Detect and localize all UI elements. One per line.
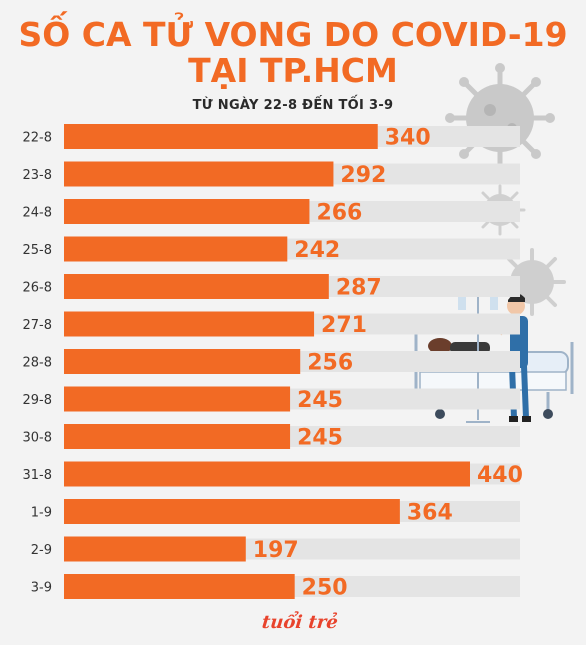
category-tick-label: 24-8 [22, 206, 52, 221]
data-label: 287 [336, 276, 382, 301]
data-label: 340 [385, 126, 431, 151]
data-label: 245 [297, 388, 343, 413]
category-tick-label: 22-8 [22, 131, 52, 146]
virus-medium-icon [498, 248, 566, 316]
bar [64, 161, 334, 187]
data-label: 440 [477, 463, 523, 488]
bar [64, 124, 378, 149]
bar [64, 386, 291, 412]
bar [64, 424, 291, 449]
category-tick-label: 2-9 [31, 543, 52, 558]
data-label: 250 [302, 576, 348, 601]
category-tick-label: 31-8 [22, 468, 52, 483]
chart-subtitle: TỪ NGÀY 22-8 ĐẾN TỐI 3-9 [192, 98, 394, 113]
data-label: 292 [340, 163, 386, 188]
logo-text: tuổi trẻ [260, 612, 339, 633]
category-tick-label: 28-8 [22, 356, 52, 371]
bar [64, 199, 310, 224]
tuoi-tre-logo: tuổi trẻ [261, 612, 339, 633]
category-tick-label: 25-8 [22, 243, 52, 258]
category-tick-label: 27-8 [22, 318, 52, 333]
category-tick-label: 30-8 [22, 431, 52, 446]
category-tick-label: 23-8 [22, 168, 52, 183]
category-tick-label: 29-8 [22, 393, 52, 408]
category-tick-label: 3-9 [31, 581, 52, 596]
virus-large-icon [445, 63, 555, 173]
data-label: 364 [407, 501, 453, 526]
chart-title-line1: SỐ CA TỬ VONG DO COVID-19 [18, 15, 568, 54]
data-label: 266 [316, 201, 362, 226]
data-label: 256 [307, 351, 353, 376]
data-label: 271 [321, 313, 367, 338]
chart-title-line2: TẠI TP.HCM [188, 51, 398, 90]
bar [64, 499, 400, 524]
bar [64, 311, 315, 337]
bar [64, 461, 470, 487]
bar [64, 274, 329, 299]
data-label: 197 [253, 538, 299, 563]
bar [64, 236, 288, 262]
category-tick-label: 26-8 [22, 281, 52, 296]
bars-group: 22-8 340 23-8 292 24-8 266 25-8 242 26-8 287 27-8 2… [22, 124, 523, 601]
bar [64, 574, 295, 599]
bar [64, 536, 246, 562]
data-label: 242 [294, 238, 340, 263]
bar [64, 349, 301, 374]
data-label: 245 [297, 426, 343, 451]
category-tick-label: 1-9 [31, 506, 52, 521]
